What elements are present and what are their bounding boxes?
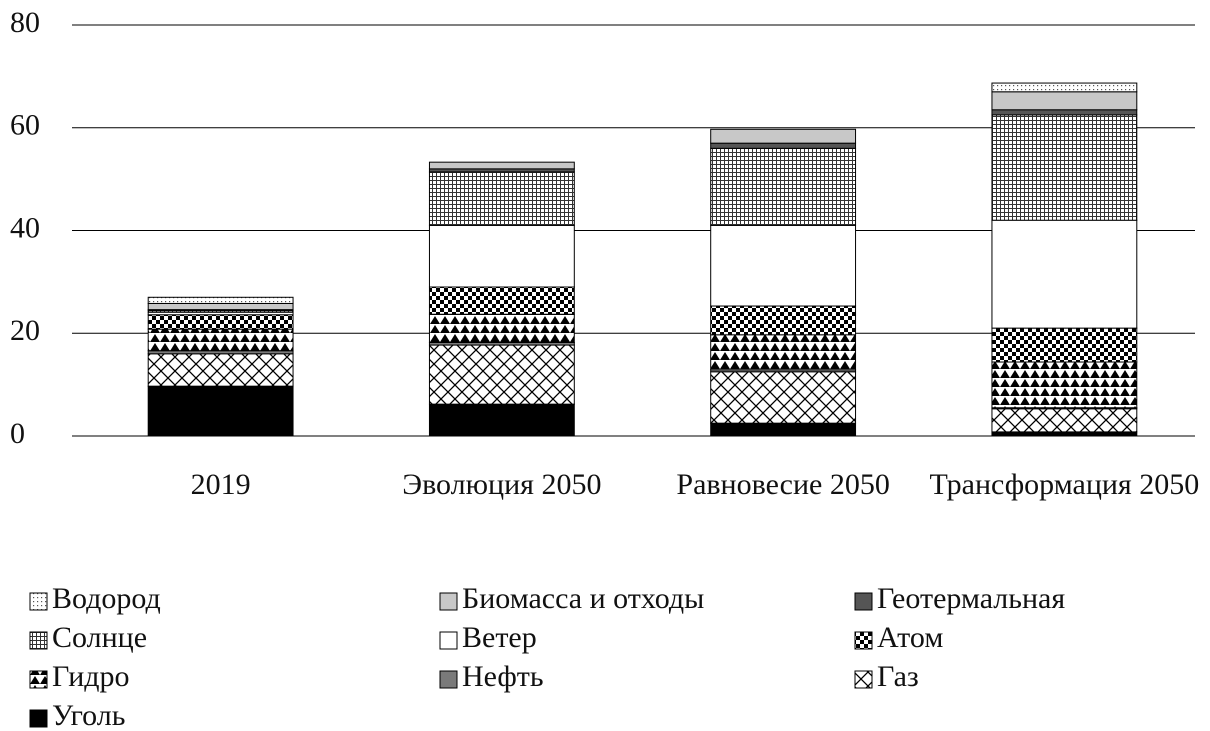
legend-swatch [854, 592, 873, 611]
legend-swatch [29, 592, 48, 611]
bar-segment [710, 334, 857, 371]
y-tick-label: 80 [10, 6, 40, 39]
bar-segment [991, 431, 1138, 437]
bar-segment [147, 328, 294, 352]
legend-label: Геотермальная [877, 582, 1065, 615]
bar-segment [428, 344, 575, 405]
bar-segment [991, 361, 1138, 409]
bar-segment [710, 422, 857, 437]
bar-segment [147, 296, 294, 304]
legend-swatch [29, 670, 48, 689]
legend-swatch [854, 670, 873, 689]
legend-label: Атом [877, 621, 943, 654]
bar-segment [428, 286, 575, 315]
bar-segment [428, 403, 575, 437]
legend-label: Водород [52, 582, 161, 615]
bar-segment [710, 224, 857, 307]
legend-label: Биомасса и отходы [462, 582, 704, 615]
legend-label: Гидро [52, 660, 130, 693]
bar-segment [710, 371, 857, 424]
bar-segment [991, 327, 1138, 363]
bar-segment [991, 408, 1138, 433]
bar-segment [428, 161, 575, 170]
x-tick-label: Равновесие 2050 [676, 468, 889, 501]
y-tick-label: 20 [10, 314, 40, 347]
legend-swatch [439, 631, 458, 650]
legend-swatch [439, 670, 458, 689]
legend-swatch [439, 592, 458, 611]
bar-segment [428, 313, 575, 343]
bar-segment [710, 142, 857, 149]
bar-segment [147, 353, 294, 387]
legend-label: Газ [877, 660, 919, 693]
x-tick-label: 2019 [191, 468, 251, 501]
y-tick-label: 0 [10, 417, 25, 450]
legend-label: Ветер [462, 621, 537, 654]
bar-segment [991, 82, 1138, 93]
bar-segment [710, 147, 857, 226]
bar-segment [147, 302, 294, 311]
bar-segment [991, 114, 1138, 221]
legend-swatch [29, 709, 48, 728]
bar-segment [710, 128, 857, 144]
x-tick-label: Трансформация 2050 [930, 468, 1200, 501]
legend-label: Нефть [462, 660, 544, 693]
y-tick-label: 40 [10, 211, 40, 244]
legend-label: Солнце [52, 621, 147, 654]
bar-segment [710, 305, 857, 336]
legend-swatch [854, 631, 873, 650]
legend-swatch [29, 631, 48, 650]
legend-label: Уголь [52, 699, 125, 731]
x-tick-label: Эволюция 2050 [402, 468, 601, 501]
bar-segment [147, 385, 294, 437]
y-tick-label: 60 [10, 109, 40, 142]
bar-segment [147, 314, 294, 330]
bar-segment [991, 109, 1138, 116]
bar-segment [991, 219, 1138, 329]
bar-segment [428, 224, 575, 288]
bar-segment [428, 171, 575, 226]
bar-segment [991, 91, 1138, 111]
